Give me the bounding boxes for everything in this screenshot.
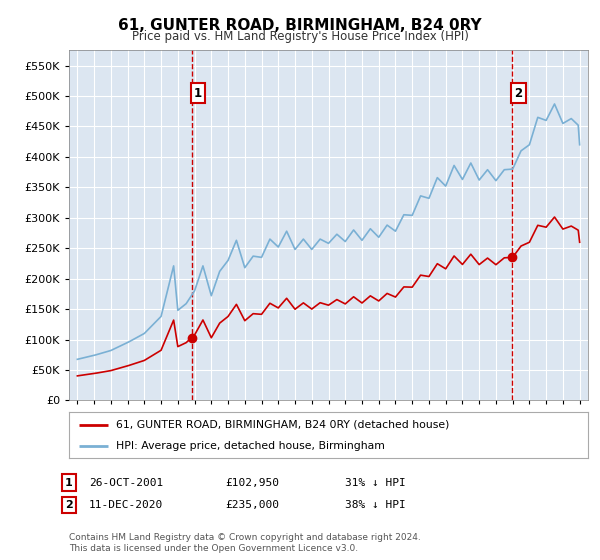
Text: 38% ↓ HPI: 38% ↓ HPI — [345, 500, 406, 510]
Text: 2: 2 — [65, 500, 73, 510]
Text: 61, GUNTER ROAD, BIRMINGHAM, B24 0RY: 61, GUNTER ROAD, BIRMINGHAM, B24 0RY — [118, 18, 482, 33]
Text: Contains HM Land Registry data © Crown copyright and database right 2024.
This d: Contains HM Land Registry data © Crown c… — [69, 533, 421, 553]
Text: HPI: Average price, detached house, Birmingham: HPI: Average price, detached house, Birm… — [116, 441, 385, 451]
Text: 2: 2 — [514, 86, 523, 100]
Text: 26-OCT-2001: 26-OCT-2001 — [89, 478, 163, 488]
Text: Price paid vs. HM Land Registry's House Price Index (HPI): Price paid vs. HM Land Registry's House … — [131, 30, 469, 43]
Text: 61, GUNTER ROAD, BIRMINGHAM, B24 0RY (detached house): 61, GUNTER ROAD, BIRMINGHAM, B24 0RY (de… — [116, 419, 449, 430]
Text: £102,950: £102,950 — [225, 478, 279, 488]
Text: 31% ↓ HPI: 31% ↓ HPI — [345, 478, 406, 488]
Text: 1: 1 — [65, 478, 73, 488]
Text: 1: 1 — [194, 86, 202, 100]
Text: 11-DEC-2020: 11-DEC-2020 — [89, 500, 163, 510]
Text: £235,000: £235,000 — [225, 500, 279, 510]
